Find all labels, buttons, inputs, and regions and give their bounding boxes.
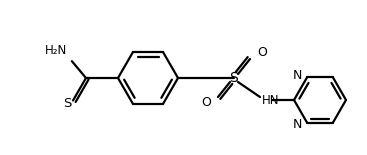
Text: O: O [257,46,267,60]
Text: S: S [63,97,71,110]
Text: HN: HN [262,93,280,106]
Text: H₂N: H₂N [45,44,67,57]
Text: S: S [230,71,239,85]
Text: N: N [292,69,302,82]
Text: O: O [201,97,211,109]
Text: N: N [292,118,302,131]
